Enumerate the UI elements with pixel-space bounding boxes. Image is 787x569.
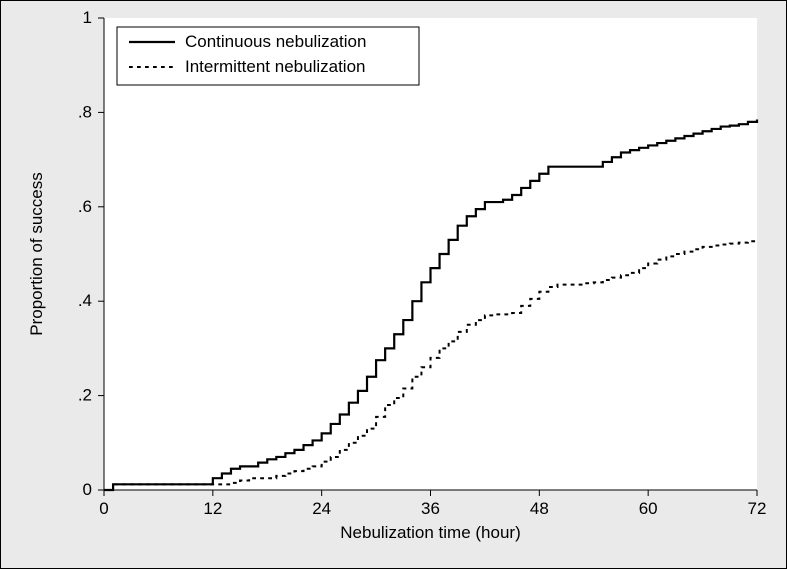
x-tick-label: 72 [748, 499, 767, 518]
x-tick-label: 60 [639, 499, 658, 518]
y-axis-title: Proportion of success [27, 172, 46, 335]
y-tick-label: .4 [78, 291, 92, 310]
y-tick-label: .2 [78, 386, 92, 405]
x-tick-label: 12 [203, 499, 222, 518]
survival-chart: 0 12 24 36 48 60 72 0 .2 .4 .6 .8 1 Nebulization time… [0, 0, 787, 569]
y-tick-label: .8 [78, 102, 92, 121]
y-tick-label: .6 [78, 197, 92, 216]
x-axis-title: Nebulization time (hour) [340, 523, 520, 542]
legend-label-intermittent: Intermittent nebulization [185, 57, 366, 76]
x-tick-label: 48 [530, 499, 549, 518]
y-tick-label: 0 [83, 480, 92, 499]
y-tick-label: 1 [83, 8, 92, 27]
plot-area [104, 18, 757, 490]
x-tick-label: 0 [99, 499, 108, 518]
x-tick-label: 36 [421, 499, 440, 518]
legend-label-continuous: Continuous nebulization [185, 32, 366, 51]
x-tick-label: 24 [312, 499, 331, 518]
